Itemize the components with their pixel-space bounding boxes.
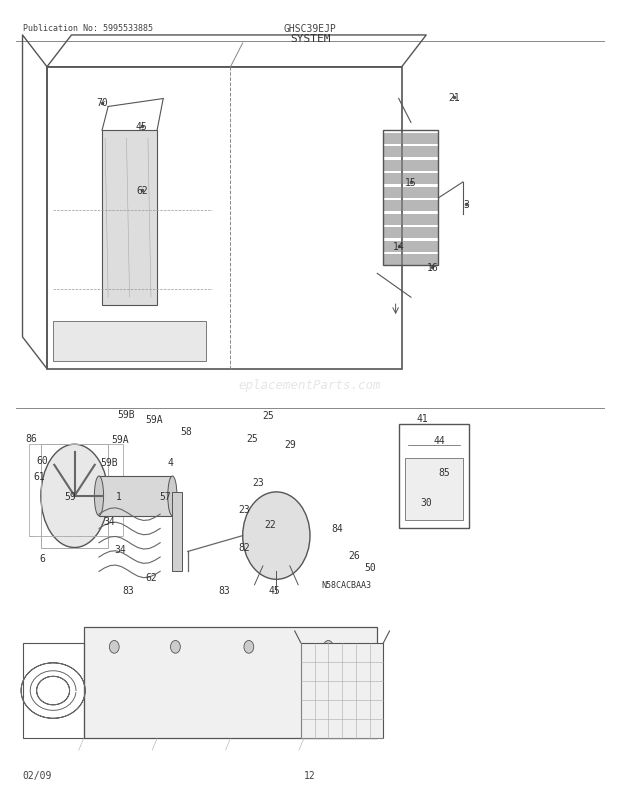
Text: 59A: 59A	[145, 415, 163, 424]
Bar	[29, 444, 123, 536]
Bar	[99, 476, 172, 516]
Polygon shape	[53, 322, 206, 362]
Text: 59B: 59B	[100, 458, 118, 468]
Text: 34: 34	[104, 516, 115, 527]
Circle shape	[170, 641, 180, 654]
Bar	[84, 627, 378, 739]
Bar	[41, 444, 108, 548]
Text: 1: 1	[116, 492, 122, 501]
Bar	[47, 67, 402, 369]
Text: 02/09: 02/09	[22, 771, 52, 780]
Text: 29: 29	[285, 439, 296, 450]
Text: 12: 12	[304, 771, 316, 780]
Text: 58: 58	[180, 426, 192, 436]
Text: 86: 86	[26, 433, 38, 444]
Bar	[172, 492, 182, 572]
Text: 4: 4	[167, 458, 174, 468]
Circle shape	[324, 641, 333, 654]
Circle shape	[244, 641, 254, 654]
Text: 83: 83	[218, 585, 230, 595]
Text: 23: 23	[239, 504, 250, 515]
Text: 61: 61	[33, 472, 45, 481]
Text: 50: 50	[364, 562, 376, 572]
Text: 15: 15	[405, 178, 417, 188]
Text: 82: 82	[238, 542, 250, 552]
Text: eplacementParts.com: eplacementParts.com	[239, 379, 381, 391]
Text: N58CACBAA3: N58CACBAA3	[322, 581, 372, 589]
Text: 41: 41	[416, 414, 428, 423]
Ellipse shape	[94, 476, 104, 516]
Text: 30: 30	[420, 497, 432, 508]
Text: GHSC39EJP: GHSC39EJP	[283, 24, 337, 34]
Text: 70: 70	[96, 99, 108, 108]
Text: 25: 25	[262, 411, 274, 420]
Text: 25: 25	[246, 433, 258, 444]
Bar	[22, 643, 84, 739]
Text: 44: 44	[434, 435, 446, 446]
Text: SYSTEM: SYSTEM	[290, 34, 330, 43]
Ellipse shape	[168, 476, 177, 516]
Text: 57: 57	[159, 492, 171, 501]
Text: 45: 45	[136, 122, 148, 132]
Bar	[102, 132, 157, 306]
Text: 62: 62	[136, 186, 148, 196]
Text: 83: 83	[123, 585, 134, 595]
Text: 6: 6	[40, 553, 46, 563]
Bar	[405, 458, 463, 520]
Circle shape	[109, 641, 119, 654]
Text: 23: 23	[252, 477, 264, 487]
Ellipse shape	[41, 444, 108, 548]
Circle shape	[242, 492, 310, 580]
Text: 85: 85	[439, 468, 451, 477]
Text: Publication No: 5995533885: Publication No: 5995533885	[22, 24, 153, 33]
Text: 21: 21	[448, 93, 459, 103]
Text: 45: 45	[268, 585, 280, 595]
Text: 60: 60	[37, 456, 48, 465]
Text: 59B: 59B	[118, 410, 135, 419]
Text: 59: 59	[64, 492, 76, 501]
Text: 59A: 59A	[112, 434, 129, 444]
Text: 34: 34	[115, 545, 126, 554]
Text: 84: 84	[332, 523, 343, 533]
Bar	[399, 425, 469, 528]
Text: 14: 14	[393, 241, 405, 251]
Text: 62: 62	[146, 572, 157, 582]
Text: 26: 26	[348, 551, 360, 561]
Text: 16: 16	[427, 263, 438, 273]
Text: 3: 3	[463, 200, 469, 210]
Text: 22: 22	[264, 519, 276, 529]
Bar	[383, 132, 438, 266]
Bar	[301, 643, 383, 739]
